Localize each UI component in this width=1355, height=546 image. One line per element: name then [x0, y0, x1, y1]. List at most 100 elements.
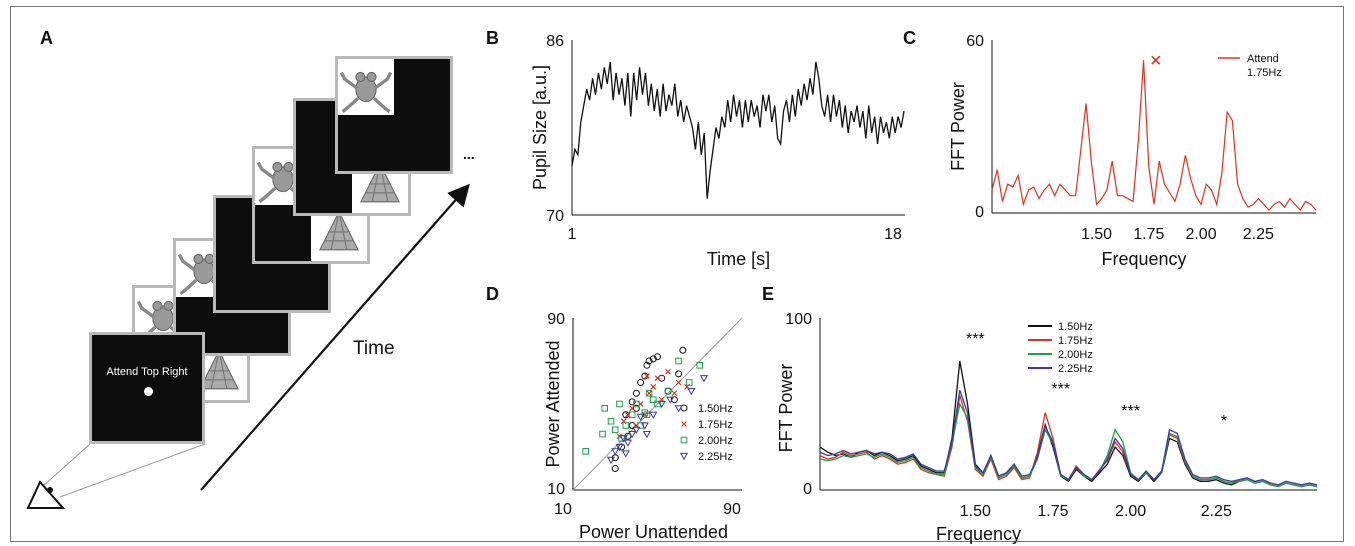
instruction-text: Attend Top Right — [106, 366, 188, 378]
d-point-1-11 — [671, 390, 678, 397]
b-xtick-left: 1 — [568, 226, 577, 243]
d-point-3-8 — [640, 422, 649, 430]
d-point-2-16 — [685, 379, 693, 386]
d-point-3-9 — [649, 411, 658, 419]
instruction-screen: Attend Top Right — [89, 332, 205, 444]
c-xtick-3: 2.25 — [1243, 226, 1274, 243]
b-ytick-top: 86 — [546, 33, 564, 50]
d-point-3-15 — [621, 450, 630, 458]
d-point-3-7 — [636, 413, 645, 422]
d-point-2-6 — [622, 422, 630, 429]
c-series-line — [991, 60, 1317, 212]
e-series-line-3 — [819, 390, 1318, 486]
d-point-0-5 — [632, 389, 640, 397]
panel-b: 86 701 18 Time [s] Pupil Size [a.u.] — [530, 33, 905, 269]
d-point-2-2 — [601, 405, 608, 412]
b-series-line — [571, 61, 905, 199]
d-point-1-15 — [644, 373, 650, 379]
b-ytick-bottom: 70 — [546, 208, 564, 225]
d-legend-marker-2 — [680, 436, 688, 444]
d-point-2-4 — [611, 426, 619, 434]
d-point-1-7 — [650, 383, 657, 390]
d-legend-text-2: 2.00Hz — [698, 435, 733, 447]
b-xtick-right: 18 — [884, 226, 902, 243]
d-point-0-11 — [654, 353, 661, 361]
d-point-0-12 — [658, 374, 666, 382]
e-series-line-0 — [819, 360, 1318, 488]
d-point-0-3 — [628, 422, 636, 429]
panel-label-c: C — [903, 28, 916, 48]
c-xlabel: Frequency — [1101, 249, 1186, 269]
d-point-1-6 — [646, 390, 652, 397]
panel-d: 90 10 10 90 Power Unattended Power Attended 1.… — [543, 311, 743, 542]
d-point-2-14 — [664, 387, 672, 395]
e-ylabel: FFT Power — [776, 364, 796, 453]
d-xlabel: Power Unattended — [579, 522, 728, 542]
d-point-3-4 — [623, 439, 632, 447]
c-ytick-bottom: 0 — [975, 204, 984, 221]
e-ytick-top: 100 — [785, 311, 812, 328]
e-ytick-bottom: 0 — [803, 481, 812, 498]
d-xtick-left: 10 — [554, 501, 572, 518]
e-significance-1: *** — [1051, 381, 1070, 398]
d-point-2-0 — [582, 448, 589, 455]
d-xtick-right: 90 — [723, 501, 741, 518]
c-ylabel: FFT Power — [948, 82, 968, 171]
d-point-2-11 — [645, 389, 653, 397]
e-significance-2: *** — [1121, 403, 1140, 420]
panel-label-e: E — [762, 284, 775, 304]
panel-label-a: A — [40, 28, 53, 48]
d-point-1-10 — [665, 368, 671, 375]
e-significance-3: * — [1221, 413, 1227, 430]
d-point-3-5 — [628, 431, 637, 439]
fixation-dot — [144, 387, 153, 396]
d-point-2-3 — [607, 417, 615, 425]
d-point-3-10 — [657, 400, 666, 409]
stimulus-frame-6 — [335, 56, 453, 174]
d-point-2-1 — [599, 430, 606, 438]
d-point-3-16 — [642, 431, 651, 439]
d-point-0-15 — [675, 370, 683, 378]
d-point-3-1 — [611, 448, 620, 456]
c-xtick-0: 1.50 — [1081, 226, 1112, 243]
c-legend-text-2: 1.75Hz — [1247, 67, 1282, 79]
figure-frame — [10, 6, 1344, 542]
d-point-0-7 — [641, 372, 649, 380]
d-identity-line — [572, 317, 743, 491]
d-point-3-2 — [615, 443, 624, 452]
d-point-3-14 — [699, 375, 709, 383]
d-point-2-10 — [641, 409, 649, 416]
c-legend-text-1: Attend — [1247, 53, 1279, 65]
e-significance-0: *** — [966, 331, 985, 348]
d-legend-marker-1 — [681, 421, 687, 427]
d-legend-marker-3 — [679, 452, 689, 461]
b-ylabel: Pupil Size [a.u.] — [530, 65, 550, 190]
d-point-2-15 — [675, 357, 682, 365]
d-ytick-bottom: 10 — [547, 481, 565, 498]
d-point-3-13 — [687, 388, 696, 396]
d-point-0-6 — [637, 379, 645, 386]
c-peak-marker — [1151, 55, 1161, 65]
d-point-0-10 — [649, 355, 657, 363]
ellipsis: ... — [463, 146, 475, 162]
time-label: Time — [353, 338, 395, 359]
c-ytick-top: 60 — [966, 33, 984, 50]
d-point-1-12 — [675, 379, 682, 386]
c-xtick-2: 2.00 — [1185, 226, 1216, 243]
d-point-3-3 — [619, 435, 628, 443]
d-point-0-18 — [622, 411, 630, 419]
panel-e: 100 0 1.50 1.75 2.00 2.25 Frequency FFT Power 1.… — [776, 311, 1318, 544]
panel-label-d: D — [486, 284, 499, 304]
e-xtick-2: 2.00 — [1115, 503, 1146, 520]
d-point-2-8 — [633, 400, 640, 408]
d-point-2-18 — [616, 400, 623, 408]
d-point-3-11 — [666, 396, 675, 404]
d-point-2-12 — [649, 396, 657, 403]
d-point-0-9 — [645, 357, 653, 365]
e-legend-text-3: 2.25Hz — [1058, 363, 1093, 375]
e-legend-text-2: 2.00Hz — [1058, 349, 1093, 361]
d-point-0-8 — [643, 361, 651, 369]
e-series-line-1 — [819, 395, 1318, 486]
d-legend-text-1: 1.75Hz — [698, 419, 733, 431]
